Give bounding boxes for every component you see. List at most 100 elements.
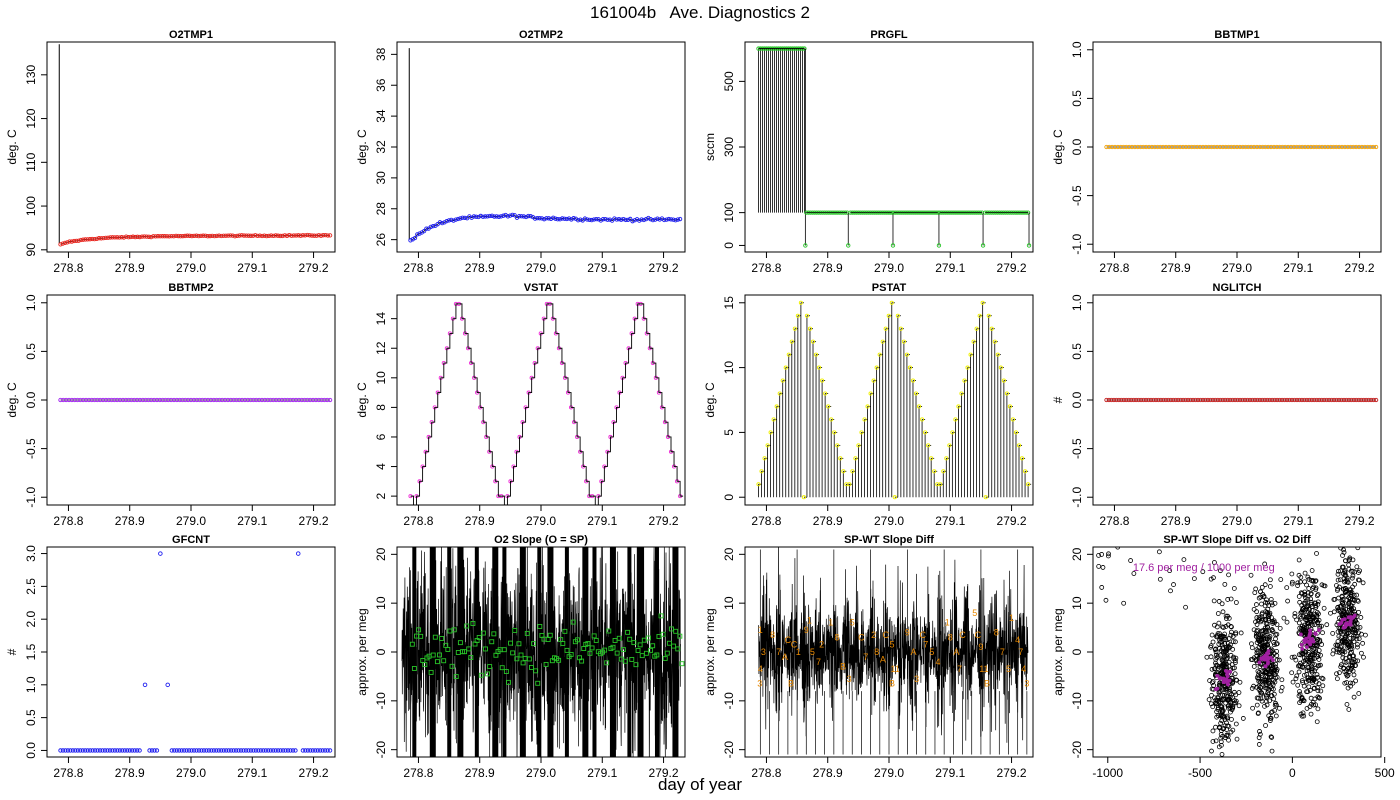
data-point (230, 233, 235, 238)
data-point (578, 217, 583, 222)
data-square (428, 669, 434, 675)
data-point (1348, 680, 1353, 686)
data-label: 3 (1024, 679, 1029, 689)
data-point (1322, 397, 1327, 403)
y-tick-label: 0 (1070, 648, 1084, 655)
data-point (137, 234, 142, 240)
data-point (1338, 629, 1344, 635)
data-point (1318, 652, 1323, 658)
data-point (201, 233, 206, 238)
data-point (1119, 397, 1124, 403)
data-point (1109, 397, 1114, 403)
data-point (1262, 397, 1267, 403)
data-point (134, 397, 140, 403)
data-point (164, 234, 170, 239)
data-point (1254, 702, 1260, 708)
data-point (1353, 678, 1358, 684)
data-point (977, 313, 982, 318)
data-square (485, 671, 491, 677)
data-point (1274, 622, 1280, 627)
y-tick-label: 6 (374, 433, 388, 440)
data-point (1289, 654, 1295, 660)
data-point (302, 397, 307, 403)
data-point (1233, 677, 1239, 683)
data-point (102, 748, 108, 753)
data-point (219, 233, 224, 239)
data-point (114, 235, 120, 240)
data-point (575, 218, 581, 223)
fit-point (1313, 632, 1318, 636)
data-point (241, 748, 246, 753)
data-point (585, 217, 590, 222)
data-point (1203, 397, 1208, 403)
data-point (1340, 586, 1346, 592)
data-point (1264, 702, 1270, 708)
data-point (907, 365, 913, 370)
data-point (557, 217, 563, 222)
data-point (1322, 144, 1328, 150)
data-point (1158, 144, 1163, 150)
x-tick-label: 279.1 (935, 261, 965, 275)
data-point (1330, 651, 1336, 657)
data-point (1344, 532, 1348, 536)
data-point (1213, 649, 1219, 655)
data-point (296, 397, 302, 403)
chart-title: GFCNT (172, 534, 210, 546)
data-point (582, 216, 588, 221)
data-point (1304, 582, 1309, 588)
data-point (1342, 649, 1348, 655)
data-label: 7 (923, 640, 928, 650)
data-point (485, 214, 490, 219)
data-point (1218, 568, 1223, 574)
data-point (1306, 620, 1311, 626)
data-point (149, 397, 154, 403)
data-point (133, 234, 138, 240)
data-point (1215, 713, 1221, 719)
data-point (1356, 144, 1362, 150)
data-point (1308, 144, 1313, 150)
data-square (629, 656, 635, 662)
data-point (1265, 397, 1270, 403)
data-square (416, 627, 422, 633)
fit-point (1218, 676, 1223, 680)
data-point (1249, 144, 1254, 150)
dense-band (592, 547, 597, 757)
data-point (196, 748, 202, 753)
data-point (1218, 720, 1224, 726)
data-point (1290, 679, 1296, 685)
data-point (628, 216, 633, 222)
data-point (253, 748, 259, 753)
y-tick-label: 20 (722, 547, 736, 561)
plot-area (1104, 144, 1379, 150)
data-point (428, 224, 434, 230)
data-point (1311, 615, 1317, 621)
data-point (1354, 592, 1360, 598)
data-point (832, 430, 837, 435)
data-point (1336, 650, 1342, 655)
data-point (1256, 710, 1261, 716)
data-label: 1 (796, 647, 801, 657)
chart-gfcnt: GFCNT#278.8 278.9 279.0 279.1 279.20.00.51.0… (5, 534, 336, 780)
data-point (1210, 679, 1216, 684)
data-point (220, 397, 225, 403)
dense-band (627, 547, 632, 757)
data-point (1013, 430, 1019, 435)
data-point (1192, 144, 1197, 150)
data-point (591, 217, 597, 222)
data-point (256, 397, 262, 403)
plot-frame (396, 41, 686, 253)
data-point (564, 216, 569, 222)
y-tick-label: -20 (374, 741, 388, 759)
data-point (801, 495, 806, 500)
data-point (273, 233, 278, 238)
data-point (1309, 568, 1315, 573)
data-point (1349, 397, 1354, 403)
data-point (318, 233, 324, 238)
data-point (1260, 678, 1266, 683)
data-point (1348, 568, 1354, 574)
data-point (137, 748, 142, 753)
data-point (1266, 616, 1271, 622)
data-point (1210, 739, 1216, 744)
data-point (1262, 642, 1268, 648)
data-point (313, 397, 319, 403)
